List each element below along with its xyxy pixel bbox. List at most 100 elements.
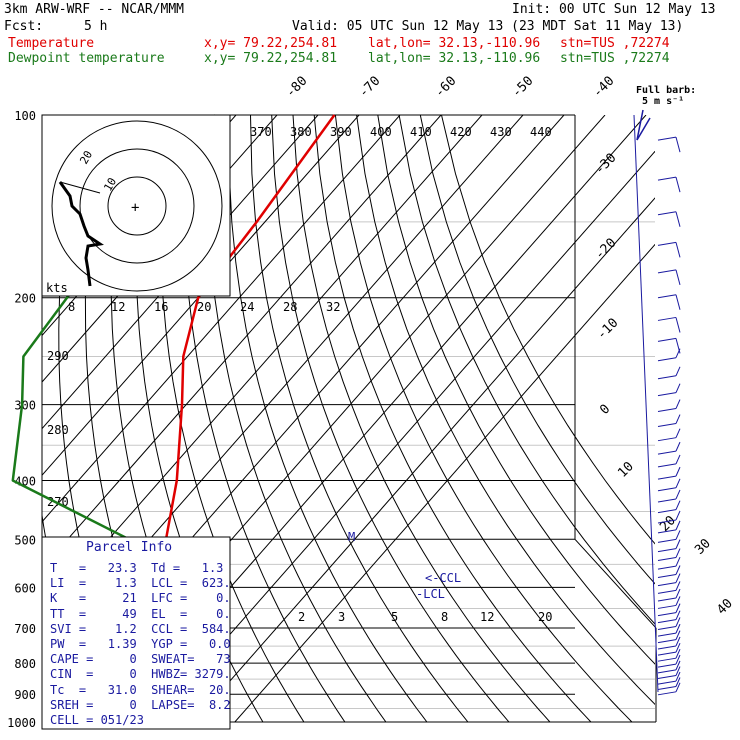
theta-label: 400 [370, 125, 392, 139]
theta-label: 420 [450, 125, 472, 139]
mixing-ratio-label: 12 [480, 610, 494, 624]
barb-legend: Full barb: 5 m s⁻¹ [636, 85, 696, 141]
wind-barb [657, 392, 677, 397]
thetae-label: 280 [47, 423, 69, 437]
pressure-tick-label: 100 [14, 109, 36, 123]
mixing-ratio-upper-label: 24 [240, 300, 254, 314]
isotherm-label: -70 [356, 74, 383, 101]
wind-barb [657, 408, 677, 413]
model-title: 3km ARW-WRF -- NCAR/MMM [4, 2, 185, 17]
annotation-lcl: -LCL [416, 587, 445, 601]
parcel-info-rows: T = 23.3 Td = 1.3 LI = 1.3 LCL = 623. K = … [50, 561, 231, 728]
wind-barb [657, 663, 677, 668]
parcel-info-row: SVI = 1.2 CCL = 584. [50, 621, 231, 636]
wind-barb [657, 529, 677, 534]
theta-label: 430 [490, 125, 512, 139]
mixing-ratio-label: 3 [338, 610, 345, 624]
legend-dewpoint-xy: x,y= 79.22,254.81 [204, 51, 338, 66]
isotherm-label: 40 [714, 596, 736, 618]
theta-label: 440 [530, 125, 552, 139]
parcel-info-row: CAPE = 0 SWEAT= 73 [50, 652, 231, 667]
isotherm-label: -60 [432, 74, 459, 101]
wind-barb [657, 475, 677, 480]
mixing-ratio-label: 2 [298, 610, 305, 624]
wind-barb [657, 573, 677, 578]
pressure-tick-label: 600 [14, 581, 36, 595]
wind-barb [657, 589, 677, 594]
wind-barb [657, 548, 677, 553]
parcel-info-row: CIN = 0 HWBZ= 3279. [50, 667, 231, 682]
wind-barb [657, 557, 677, 562]
isotherm-label: 10 [615, 459, 637, 481]
mixing-ratio-label: 8 [441, 610, 448, 624]
wind-barb [657, 463, 677, 468]
legend-dewpoint-name: Dewpoint temperature [8, 51, 165, 66]
wind-barb [657, 423, 677, 428]
pressure-tick-label: 300 [14, 399, 36, 413]
wind-barb [657, 604, 677, 609]
wind-barb [657, 337, 677, 342]
legend-temperature-station: stn=TUS ,72274 [560, 36, 670, 51]
parcel-info-row: K = 21 LFC = 0. [50, 591, 231, 606]
valid-time: Valid: 05 UTC Sun 12 May 13 (23 MDT Sat … [292, 19, 684, 34]
legend-temperature-xy: x,y= 79.22,254.81 [204, 36, 338, 51]
wind-barb [657, 675, 677, 680]
wind-barb [657, 669, 677, 674]
annotation-ccl: <-CCL [425, 571, 461, 585]
pressure-tick-label: 1000 [7, 716, 36, 730]
wind-barb [657, 686, 677, 690]
hodograph-inset: + 10 20 kts [41, 114, 231, 297]
wind-barb [657, 509, 677, 514]
wind-barb [657, 612, 677, 617]
wind-barb [657, 498, 677, 503]
mixing-ratio-upper-label: 32 [326, 300, 340, 314]
wind-barb [657, 487, 677, 492]
wind-barb [657, 519, 677, 524]
isotherm-label: -80 [283, 74, 310, 101]
isotherm-label: -20 [592, 236, 619, 263]
mixing-ratio-label: 20 [538, 610, 552, 624]
hodograph-ring-label-10: 10 [101, 176, 119, 194]
wind-barb [657, 211, 677, 216]
hodograph-trace [58, 181, 104, 287]
hodograph-unit-label: kts [46, 281, 68, 295]
wind-barb [657, 619, 677, 624]
legend-temperature-name: Temperature [8, 36, 95, 51]
forecast-value: 5 h [84, 19, 108, 34]
wind-barb [657, 357, 677, 362]
parcel-info-row: SREH = 0 LAPSE= 8.2 [50, 697, 231, 712]
parcel-info-row: LI = 1.3 LCL = 623. [50, 576, 231, 591]
wind-barb [657, 269, 677, 274]
theta-label: 370 [250, 125, 272, 139]
wind-barb [657, 437, 677, 442]
wind-barb [657, 294, 677, 299]
theta-label: 390 [330, 125, 352, 139]
wind-barb [657, 136, 677, 141]
forecast-label: Fcst: [4, 19, 44, 34]
wind-barb [657, 680, 677, 685]
pressure-tick-label: 200 [14, 292, 36, 306]
theta-label: 380 [290, 125, 312, 139]
parcel-info-row: Tc = 31.0 SHEAR= 20. [50, 682, 231, 697]
pressure-tick-label: 500 [14, 533, 36, 547]
parcel-info-row: CELL = 051/23 [50, 713, 144, 728]
isotherm-label: -10 [594, 316, 621, 343]
wind-barb [657, 316, 677, 321]
pressure-tick-label: 700 [14, 622, 36, 636]
wind-barb [657, 632, 677, 637]
wind-barb [657, 450, 677, 455]
barb-legend-value: 5 m s⁻¹ [642, 96, 684, 107]
init-time: Init: 00 UTC Sun 12 May 13 [512, 2, 716, 17]
wind-barb [657, 241, 677, 246]
parcel-info-title: Parcel Info [86, 540, 173, 555]
isotherm-label: -30 [592, 151, 619, 178]
theta-label: 410 [410, 125, 432, 139]
wind-barb [657, 375, 677, 380]
wind-barb [657, 176, 677, 181]
mixing-ratio-upper-label: 8 [68, 300, 75, 314]
isotherm-label: 0 [597, 402, 613, 418]
parcel-info-box [41, 536, 231, 730]
legend-dewpoint-latlon: lat,lon= 32.13,-110.96 [368, 51, 541, 66]
mixing-ratio-upper-label: 12 [111, 300, 125, 314]
wind-barb [657, 691, 677, 696]
